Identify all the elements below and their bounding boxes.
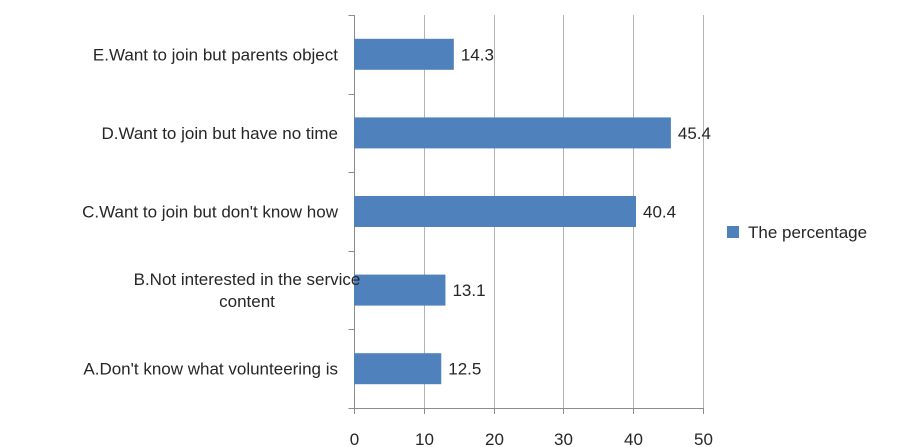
category-label: E.Want to join but parents object [93, 45, 338, 64]
bars [354, 38, 671, 385]
x-tick-label: 50 [694, 430, 713, 447]
x-tick-label: 20 [485, 430, 504, 447]
x-tick-labels: 0 10 20 30 40 50 [350, 430, 713, 447]
data-label: 45.4 [678, 124, 711, 143]
x-tick-label: 0 [350, 430, 359, 447]
bar [354, 353, 442, 385]
legend: The percentage [727, 223, 867, 242]
data-label: 12.5 [448, 360, 481, 379]
category-labels: E.Want to join but parents object D.Want … [82, 45, 360, 378]
category-label: C.Want to join but don't know how [82, 203, 339, 222]
legend-swatch [727, 226, 739, 238]
category-label: D.Want to join but have no time [101, 124, 338, 143]
bar [354, 196, 636, 227]
x-tick-label: 40 [624, 430, 643, 447]
data-label: 40.4 [643, 203, 676, 222]
x-tick-label: 30 [554, 430, 573, 447]
data-labels: 14.3 45.4 40.4 13.1 12.5 [448, 45, 711, 378]
data-label: 14.3 [461, 45, 494, 64]
bar [354, 274, 446, 306]
x-tick-label: 10 [415, 430, 434, 447]
bar [354, 38, 454, 70]
bar [354, 117, 671, 149]
data-label: 13.1 [452, 281, 485, 300]
category-label: A.Don't know what volunteering is [83, 360, 338, 379]
category-label: B.Not interested in the service content [134, 270, 361, 311]
legend-label: The percentage [748, 223, 867, 242]
